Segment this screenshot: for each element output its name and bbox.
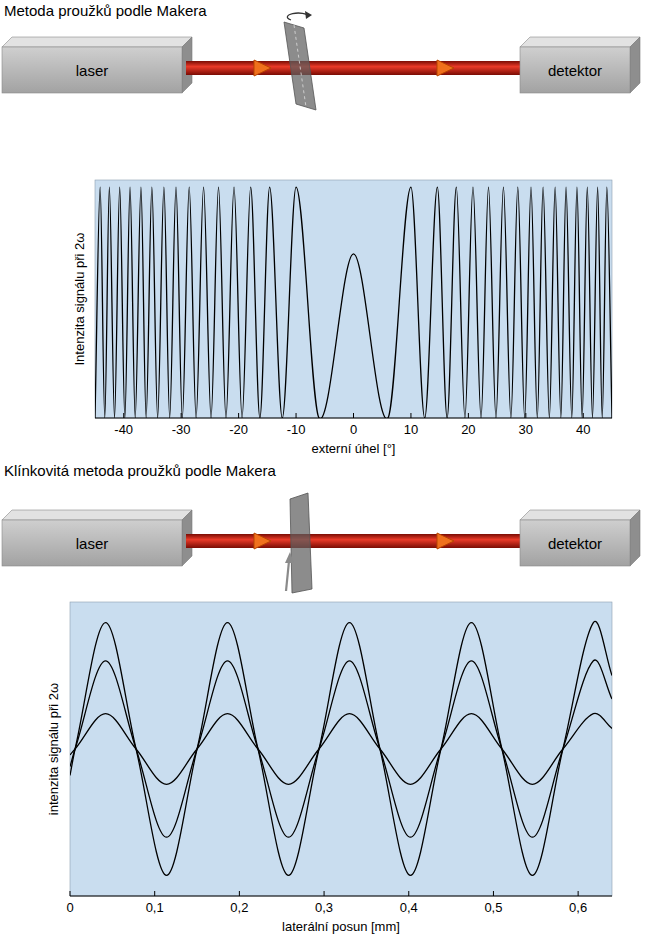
source-label: laser — [76, 62, 109, 79]
setup-diagram: laser detektor — [2, 493, 640, 593]
series-group — [95, 187, 612, 418]
x-tick-label: 40 — [576, 422, 590, 437]
x-tick-label: 0 — [350, 422, 357, 437]
laser-box — [2, 37, 192, 93]
shift-arrowhead — [285, 552, 294, 563]
data-line — [70, 660, 612, 837]
x-tick — [70, 891, 71, 896]
laser-box — [2, 510, 192, 566]
x-tick-label: 0,3 — [315, 900, 333, 915]
rotation-axis — [294, 25, 306, 107]
beam-arrow — [437, 533, 454, 549]
x-tick-label: 0,1 — [146, 900, 164, 915]
box-top — [520, 37, 640, 47]
x-tick-label: 0,2 — [230, 900, 248, 915]
x-tick-label: 0,6 — [569, 900, 587, 915]
data-line — [70, 621, 612, 875]
x-tick — [525, 413, 526, 418]
box-front — [2, 520, 182, 566]
box-side — [630, 37, 640, 93]
laser-beam — [186, 61, 520, 75]
detector-box — [520, 510, 640, 566]
box-top — [2, 37, 192, 47]
x-tick — [408, 891, 409, 896]
box-side — [630, 510, 640, 566]
shift-arrow — [286, 561, 289, 591]
x-tick — [123, 413, 124, 418]
x-axis-line — [95, 418, 612, 419]
x-tick-label: 30 — [519, 422, 533, 437]
detector-box — [520, 37, 640, 93]
x-tick-label: -10 — [287, 422, 306, 437]
x-tick-label: 0,5 — [484, 900, 502, 915]
sample-plate — [284, 22, 316, 110]
detector-label: detektor — [548, 535, 602, 552]
x-axis-title: externí úhel [°] — [312, 441, 396, 456]
y-axis-title: intenzita signálu při 2ω — [46, 683, 61, 815]
x-tick-label: 0,4 — [400, 900, 418, 915]
plot-background — [70, 602, 612, 896]
x-tick — [239, 891, 240, 896]
beam-arrow — [437, 60, 454, 76]
plot-panel: 0 0,1 0,2 0,3 0,4 0,5 0,6 intenzita signálu při… — [46, 602, 612, 934]
x-axis-title: laterální posun [mm] — [282, 919, 400, 934]
detector-label: detektor — [548, 62, 602, 79]
y-axis-title: Intenzita signálu při 2ω — [72, 232, 87, 365]
box-top — [520, 510, 640, 520]
x-tick-label: 10 — [404, 422, 418, 437]
figure: Metoda proužků podle Makera laser detektor… — [0, 0, 648, 949]
x-tick — [296, 413, 297, 418]
x-tick — [578, 891, 579, 896]
plot-panel: -40 -30 -20 -10 0 10 20 30 40 Intenzita signálu p… — [72, 180, 612, 456]
x-tick — [238, 413, 239, 418]
box-front — [2, 47, 182, 93]
setup-diagram: laser detektor — [2, 11, 640, 110]
x-tick-label: 20 — [461, 422, 475, 437]
series-group — [70, 621, 612, 875]
x-axis-line — [70, 896, 612, 897]
x-tick — [493, 891, 494, 896]
x-tick — [468, 413, 469, 418]
x-tick — [410, 413, 411, 418]
plot-background — [95, 180, 612, 418]
panel-title: Metoda proužků podle Makera — [4, 2, 207, 19]
data-line — [95, 187, 612, 418]
beam-arrow — [254, 60, 271, 76]
source-label: laser — [76, 535, 109, 552]
x-tick — [154, 891, 155, 896]
x-tick-label: 0 — [66, 900, 73, 915]
wedge-sample — [290, 493, 312, 593]
x-tick — [353, 413, 354, 418]
box-top — [2, 510, 192, 520]
x-tick — [181, 413, 182, 418]
laser-beam — [186, 534, 520, 548]
x-tick-label: -40 — [114, 422, 133, 437]
x-tick-label: -30 — [172, 422, 191, 437]
x-tick — [324, 891, 325, 896]
box-front — [520, 520, 630, 566]
data-line — [70, 713, 612, 784]
beam-arrow — [254, 533, 271, 549]
x-tick-label: -20 — [229, 422, 248, 437]
x-tick — [583, 413, 584, 418]
panel-title: Klínkovitá metoda proužků podle Makera — [4, 462, 276, 479]
box-front — [520, 47, 630, 93]
rotation-arrowhead — [305, 11, 312, 19]
